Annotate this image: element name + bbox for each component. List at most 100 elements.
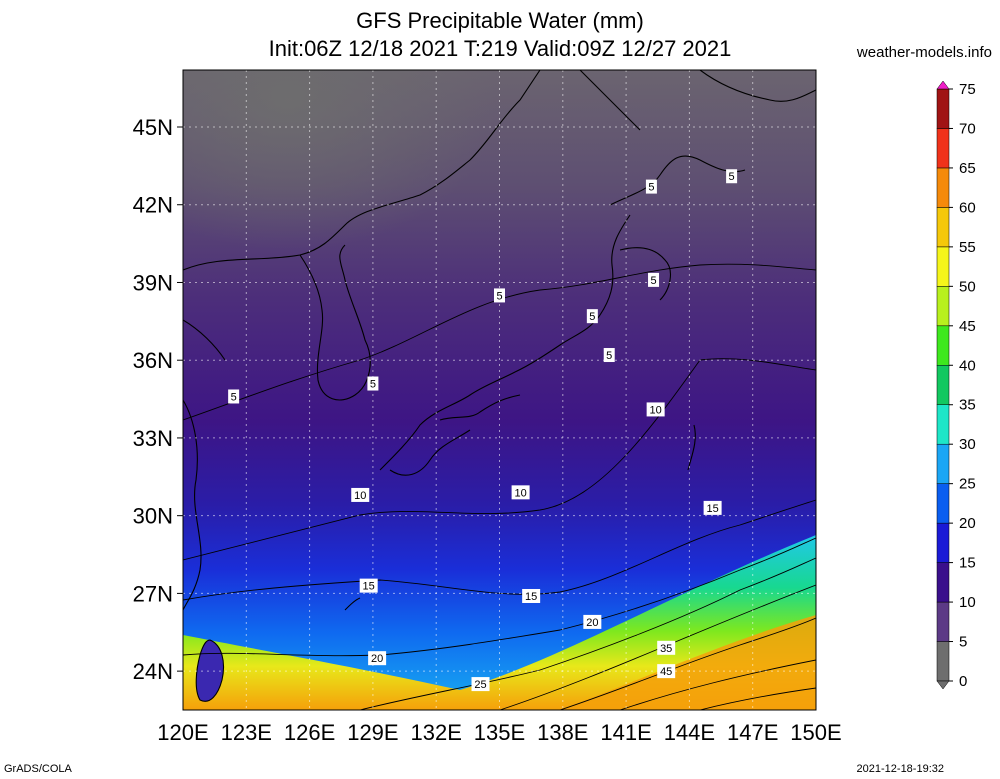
svg-text:10: 10 [514, 487, 526, 499]
colorbar-swatch [936, 483, 950, 524]
contour-label: 5 [494, 288, 505, 303]
plot-frame [182, 69, 817, 711]
timestamp: 2021-12-18-19:32 [856, 763, 944, 775]
lon-tick-label: 150E [790, 720, 841, 745]
lon-tick-label: 132E [411, 720, 462, 745]
contour-label: 15 [522, 588, 541, 603]
lat-tick-label: 42N [133, 193, 173, 218]
colorbar-label: 25 [959, 476, 976, 493]
svg-text:5: 5 [370, 379, 376, 391]
lon-tick-label: 135E [474, 720, 525, 745]
contour-label: 10 [646, 402, 665, 417]
tropical-moist-region [560, 615, 816, 710]
colorbar-label: 20 [959, 515, 976, 532]
lon-tick-label: 129E [347, 720, 398, 745]
colorbar-high-arrow [936, 80, 950, 90]
svg-text:5: 5 [606, 350, 612, 362]
colorbar-swatch [936, 246, 950, 287]
colorbar-swatch [936, 207, 950, 248]
svg-text:5: 5 [231, 391, 237, 403]
lat-tick-label: 39N [133, 270, 173, 295]
colorbar-label: 60 [959, 199, 976, 216]
svg-text:10: 10 [650, 404, 662, 416]
contour-label: 45 [657, 664, 676, 679]
colorbar-swatch [936, 325, 950, 366]
lat-tick-label: 30N [133, 504, 173, 529]
colorbar-label: 55 [959, 239, 976, 256]
map-title: GFS Precipitable Water (mm) [356, 8, 644, 33]
axis-labels: 120E 123E 126E 129E 132E 135E 138E 141E 144E 147E… [133, 115, 842, 745]
lat-tick-label: 45N [133, 115, 173, 140]
lon-tick-label: 126E [284, 720, 335, 745]
svg-text:25: 25 [474, 679, 486, 691]
svg-text:35: 35 [660, 643, 672, 655]
taiwan-coast [195, 639, 225, 702]
svg-text:5: 5 [648, 182, 654, 194]
colorbar-swatch [936, 128, 950, 169]
contour-label: 25 [471, 677, 490, 692]
colorbar: 0 5 10 15 20 25 30 35 40 45 50 55 60 65 70 75 [936, 80, 976, 690]
svg-text:20: 20 [371, 653, 383, 665]
colorbar-label: 10 [959, 594, 976, 611]
contour-label: 10 [351, 487, 370, 502]
lat-tick-label: 36N [133, 348, 173, 373]
contour-label: 35 [657, 640, 676, 655]
colorbar-label: 0 [959, 673, 967, 690]
lon-tick-label: 147E [727, 720, 778, 745]
contour-label: 20 [368, 651, 387, 666]
software-credit: GrADS/COLA [4, 763, 72, 775]
colorbar-swatch [936, 562, 950, 603]
colorbar-label: 65 [959, 160, 976, 177]
colorbar-swatch [936, 522, 950, 563]
colorbar-swatch [936, 404, 950, 445]
contour-label: 15 [359, 578, 378, 593]
lat-tick-label: 27N [133, 581, 173, 606]
svg-text:15: 15 [363, 581, 375, 593]
colorbar-swatch [936, 286, 950, 327]
svg-text:15: 15 [525, 591, 537, 603]
contour-label-layer: 5 5 5 5 5 5 5 5 10 10 10 15 15 15 20 20 25 35 45 [228, 169, 738, 692]
svg-text:15: 15 [706, 503, 718, 515]
map-subtitle: Init:06Z 12/18 2021 T:219 Valid:09Z 12/2… [268, 36, 732, 61]
svg-text:20: 20 [586, 617, 598, 629]
svg-text:5: 5 [589, 311, 595, 323]
dry-air-region [183, 70, 603, 370]
colorbar-label: 15 [959, 555, 976, 572]
contour-lines [183, 263, 816, 710]
svg-text:5: 5 [650, 275, 656, 287]
colorbar-label: 45 [959, 318, 976, 335]
lon-tick-label: 138E [537, 720, 588, 745]
contour-label: 5 [603, 348, 615, 363]
colorbar-label: 75 [959, 81, 976, 98]
contour-label: 10 [511, 485, 530, 500]
colorbar-label: 70 [959, 120, 976, 137]
lon-tick-label: 141E [600, 720, 651, 745]
svg-text:5: 5 [729, 171, 735, 183]
colorbar-label: 35 [959, 397, 976, 414]
svg-text:5: 5 [496, 290, 502, 302]
svg-text:45: 45 [660, 666, 672, 678]
contour-label: 5 [726, 169, 738, 184]
contour-label: 5 [367, 376, 379, 391]
colorbar-label: 30 [959, 436, 976, 453]
lon-tick-label: 144E [664, 720, 715, 745]
colorbar-swatch [936, 167, 950, 208]
colorbar-label: 40 [959, 357, 976, 374]
colorbar-swatch [936, 365, 950, 405]
contour-label: 5 [645, 179, 657, 194]
contour-label: 5 [648, 272, 660, 287]
colorbar-swatch [936, 601, 950, 642]
colorbar-label: 50 [959, 278, 976, 295]
contour-label: 5 [586, 309, 598, 324]
svg-text:10: 10 [354, 490, 366, 502]
site-label: weather-models.info [856, 44, 992, 61]
lon-tick-label: 120E [157, 720, 208, 745]
contour-label: 15 [703, 500, 722, 515]
colorbar-label: 5 [959, 634, 967, 651]
lon-tick-label: 123E [221, 720, 272, 745]
lat-tick-label: 33N [133, 426, 173, 451]
colorbar-swatch [936, 88, 950, 129]
contour-label: 20 [583, 614, 602, 629]
coastlines [183, 70, 816, 702]
